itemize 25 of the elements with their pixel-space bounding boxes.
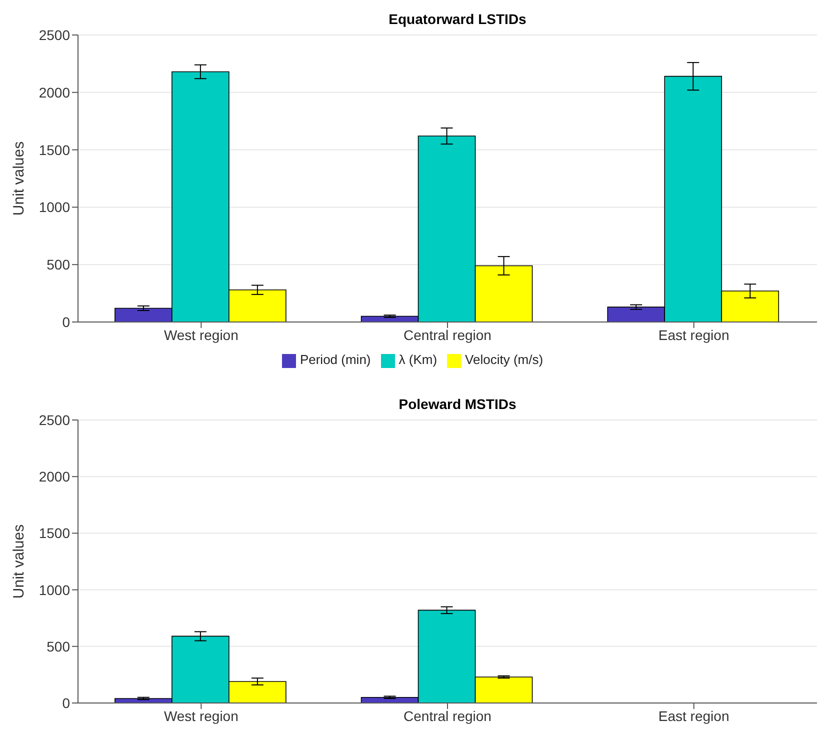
x-tick-label: East region: [658, 708, 730, 724]
chart-title: Poleward MSTIDs: [398, 396, 516, 412]
legend-label: λ (Km): [398, 352, 438, 367]
x-tick-label: East region: [658, 326, 730, 343]
chart-title: Equatorward LSTIDs: [388, 11, 526, 27]
y-tick-label: 0: [62, 694, 70, 711]
legend-label: Velocity (m/s): [465, 352, 544, 367]
legend-label: Period (min): [300, 352, 371, 367]
x-tick-label: West region: [164, 326, 238, 343]
y-tick-label: 0: [62, 314, 70, 330]
x-tick-label: Central region: [404, 708, 492, 724]
y-tick-label: 2000: [38, 84, 70, 100]
y-tick-label: 2500: [38, 26, 70, 43]
y-axis-title: Unit values: [10, 524, 28, 599]
x-tick-label: West region: [164, 708, 238, 724]
y-tick-label: 500: [46, 256, 70, 273]
y-axis-title: Unit values: [10, 141, 28, 216]
y-tick-label: 1000: [38, 199, 70, 216]
y-tick-label: 2500: [38, 412, 70, 428]
y-tick-label: 1500: [38, 142, 70, 158]
x-tick-label: Central region: [404, 326, 492, 343]
y-tick-label: 1000: [38, 582, 70, 598]
y-tick-label: 500: [46, 638, 70, 654]
y-tick-label: 1500: [38, 525, 70, 542]
y-tick-label: 2000: [38, 468, 70, 485]
